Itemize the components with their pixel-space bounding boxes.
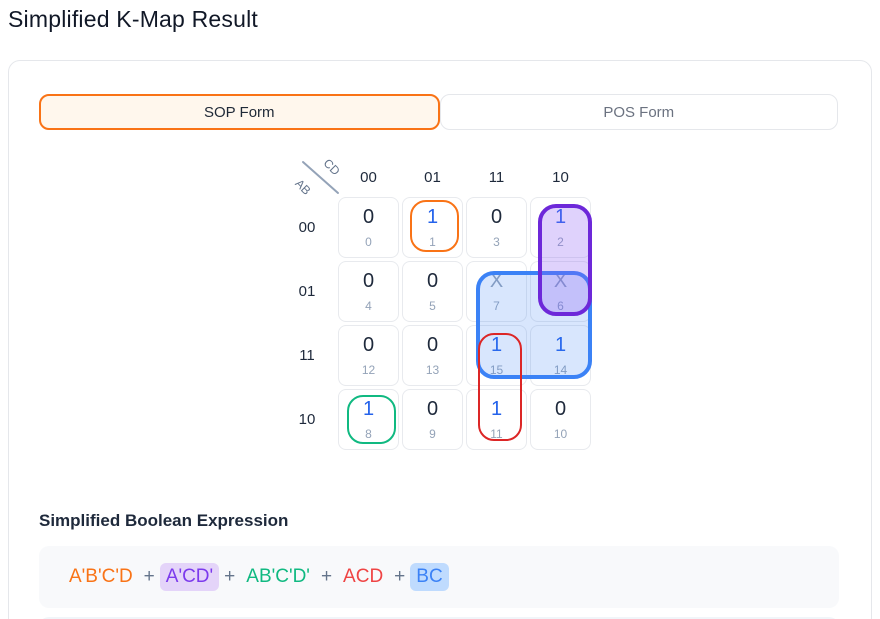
tab-sop-form[interactable]: SOP Form <box>39 94 440 130</box>
cell-index: 5 <box>429 299 436 313</box>
page-title: Simplified K-Map Result <box>8 6 259 32</box>
plus-separator: + <box>394 566 406 587</box>
cell-value: X <box>553 270 568 292</box>
cell-value: 1 <box>426 206 439 228</box>
cell-index: 2 <box>557 235 564 249</box>
kmap-cell-11: 1 11 <box>466 389 527 450</box>
cell-value: 1 <box>490 334 503 356</box>
cell-index: 3 <box>493 235 500 249</box>
cell-value: 1 <box>554 334 567 356</box>
col-header: 11 <box>488 169 505 186</box>
tab-pos-form[interactable]: POS Form <box>439 94 838 130</box>
plus-separator: + <box>320 566 333 587</box>
col-header: 01 <box>424 169 441 186</box>
expression-term[interactable]: AB'C'D' <box>246 566 310 587</box>
cell-value: 0 <box>426 270 439 292</box>
expression-term[interactable]: ACD <box>343 566 384 587</box>
diagonal-divider-icon <box>302 161 339 194</box>
cell-index: 11 <box>490 427 503 441</box>
cell-value: 0 <box>490 206 503 228</box>
cell-value: 1 <box>362 398 375 420</box>
cell-value: X <box>489 270 504 292</box>
expression-term[interactable]: A'B'C'D <box>69 566 133 587</box>
kmap-cell-15: 1 15 <box>466 325 527 386</box>
cell-value: 0 <box>426 334 439 356</box>
cell-index: 12 <box>361 363 376 377</box>
kmap-result-card: SOP Form POS Form CD AB 00 01 11 10 00 0… <box>8 60 872 619</box>
kmap-cell-13: 0 13 <box>402 325 463 386</box>
expression-term[interactable]: BC <box>410 563 449 591</box>
kmap-cell-10: 0 10 <box>530 389 591 450</box>
cell-index: 4 <box>365 299 372 313</box>
plus-separator: + <box>224 566 236 587</box>
col-header: 10 <box>552 169 569 186</box>
cell-index: 7 <box>493 299 500 313</box>
cell-index: 14 <box>553 363 568 377</box>
cell-value: 1 <box>554 206 567 228</box>
cell-value: 0 <box>362 206 375 228</box>
expression-term[interactable]: A'CD' <box>159 563 220 591</box>
cell-value: 0 <box>362 334 375 356</box>
cell-value: 0 <box>362 270 375 292</box>
form-tabs: SOP Form POS Form <box>39 94 838 131</box>
kmap-corner-label: CD AB <box>292 156 342 198</box>
cell-index: 0 <box>365 235 372 249</box>
cell-index: 15 <box>489 363 504 377</box>
row-header: 10 <box>298 411 316 428</box>
next-section-peek <box>39 617 839 619</box>
cell-index: 8 <box>365 427 372 441</box>
kmap-cell-14: 1 14 <box>530 325 591 386</box>
cell-value: 0 <box>426 398 439 420</box>
cell-index: 13 <box>425 363 440 377</box>
cell-value: 1 <box>490 398 503 420</box>
row-header: 01 <box>298 283 316 300</box>
expression-heading: Simplified Boolean Expression <box>39 511 289 530</box>
row-header: 11 <box>299 347 315 364</box>
expression-box: A'B'C'D + A'CD' + AB'C'D' + ACD + BC <box>39 546 839 608</box>
kmap-column-headers: 00 01 11 10 <box>338 169 591 186</box>
col-header: 00 <box>360 169 377 186</box>
row-header: 00 <box>298 219 316 236</box>
plus-separator: + <box>143 566 155 587</box>
kmap-cell-12: 0 12 <box>338 325 399 386</box>
cell-index: 6 <box>557 299 564 313</box>
cell-index: 10 <box>553 427 568 441</box>
kmap-grid: 0 0 1 1 0 3 1 2 0 4 0 5 X 7 X 6 0 12 0 13 1 15 1 14 1 8 0 9 1 11 0 10 <box>338 197 591 450</box>
cell-index: 1 <box>429 235 436 249</box>
cell-index: 9 <box>429 427 436 441</box>
cell-value: 0 <box>554 398 567 420</box>
